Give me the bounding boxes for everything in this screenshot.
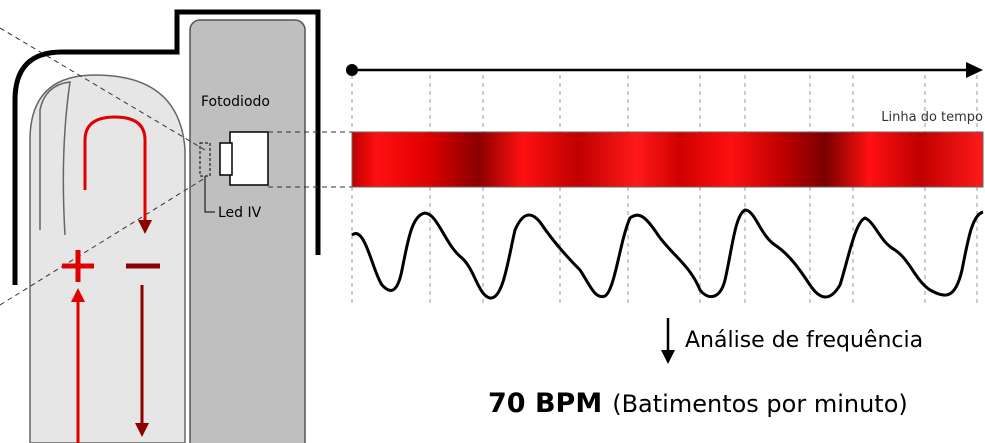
photodiode: [229, 131, 269, 186]
bpm-note: (Batimentos por minuto): [612, 390, 908, 418]
plus-sign: [62, 250, 94, 282]
arrowhead: [661, 350, 675, 364]
photodiode-lens: [219, 142, 233, 176]
device: [189, 19, 306, 443]
signal-band: [351, 131, 984, 188]
ppg-waveform: [351, 208, 984, 300]
time-grid: [351, 75, 978, 305]
clip-outline: [12, 9, 321, 285]
fingernail: [39, 81, 71, 236]
arrowhead: [138, 220, 152, 234]
timeline-label: Linha do tempo: [881, 110, 983, 125]
bpm-value: 70 BPM: [488, 388, 602, 419]
arrowhead: [135, 423, 149, 437]
flow-arrow: [83, 115, 147, 222]
photodiode-label: Fotodiodo: [201, 94, 270, 110]
arrowhead: [71, 288, 85, 302]
finger: [29, 74, 186, 443]
analysis-label: Análise de frequência: [685, 328, 923, 353]
led-label: Led IV: [218, 205, 262, 221]
arrowhead: [966, 62, 983, 78]
light-ray: [0, 27, 206, 151]
bpm-result: 70 BPM (Batimentos por minuto): [488, 388, 908, 419]
led-pointer: [204, 176, 215, 213]
light-ray: [0, 177, 206, 306]
